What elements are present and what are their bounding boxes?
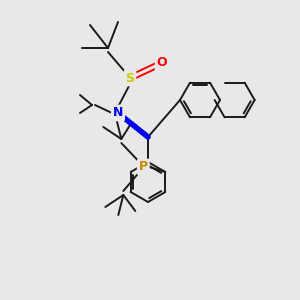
Text: S: S	[125, 71, 134, 85]
Text: P: P	[139, 160, 148, 173]
Text: O: O	[157, 56, 167, 70]
Text: N: N	[113, 106, 123, 119]
